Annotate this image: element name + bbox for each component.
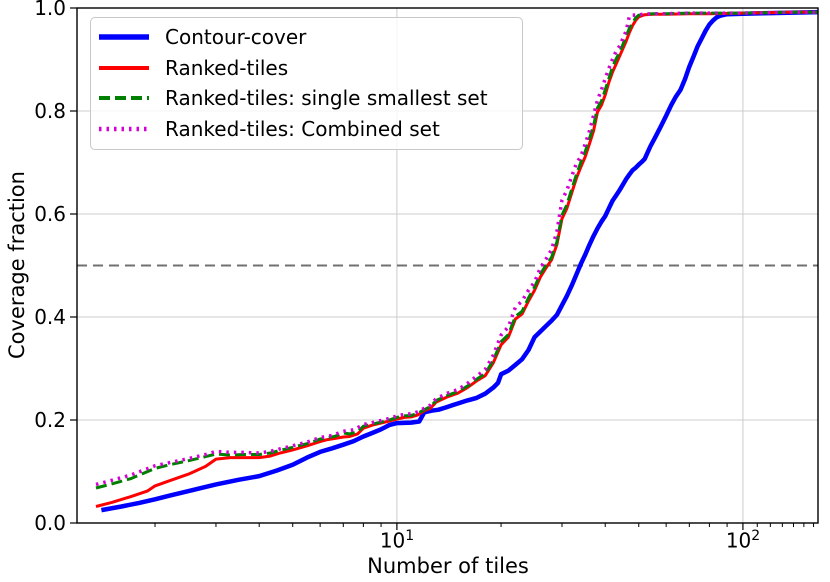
x-tick-base: 10 bbox=[379, 528, 406, 553]
legend-line-sample-ranked-tiles bbox=[99, 62, 149, 74]
y-tick-label: 0.8 bbox=[34, 99, 66, 123]
legend-sample-svg bbox=[99, 65, 149, 70]
legend-line-sample-single-smallest bbox=[99, 92, 149, 104]
legend-item: Ranked-tiles: single smallest set bbox=[99, 83, 522, 114]
legend-sample-svg bbox=[99, 96, 149, 101]
y-axis-label: Coverage fraction bbox=[5, 171, 29, 359]
y-tick-label: 0.2 bbox=[34, 408, 66, 432]
legend-label: Ranked-tiles: single smallest set bbox=[165, 86, 488, 111]
series-line-2 bbox=[95, 10, 818, 490]
y-tick-label: 0.6 bbox=[34, 202, 66, 226]
legend-sample-svg bbox=[99, 34, 149, 40]
legend-label: Ranked-tiles bbox=[165, 55, 289, 80]
legend-item: Contour-cover bbox=[99, 22, 522, 53]
legend-sample-svg bbox=[99, 126, 149, 131]
series-line-0 bbox=[101, 9, 818, 513]
series-line-3 bbox=[95, 10, 818, 487]
axes-spines bbox=[76, 7, 819, 524]
y-tick-label: 1.0 bbox=[34, 0, 66, 20]
legend-label: Ranked-tiles: Combined set bbox=[165, 116, 440, 141]
y-tick-label: 0.4 bbox=[34, 305, 66, 329]
x-axis-label: Number of tiles bbox=[367, 554, 529, 578]
x-tick-exponent: 1 bbox=[405, 528, 415, 544]
x-tick-exponent: 2 bbox=[751, 528, 761, 544]
y-tick-label: 0.0 bbox=[34, 511, 66, 535]
legend-line-sample-combined bbox=[99, 123, 149, 135]
legend-line-sample-contour-cover bbox=[99, 31, 149, 43]
legend: Contour-cover Ranked-tiles Ranked-tiles:… bbox=[90, 17, 523, 150]
x-tick-label: 101 bbox=[380, 528, 414, 553]
x-tick-label: 102 bbox=[726, 528, 760, 553]
legend-label: Contour-cover bbox=[165, 25, 307, 50]
legend-item: Ranked-tiles: Combined set bbox=[99, 114, 522, 145]
x-tick-base: 10 bbox=[725, 528, 752, 553]
legend-item: Ranked-tiles bbox=[99, 53, 522, 84]
